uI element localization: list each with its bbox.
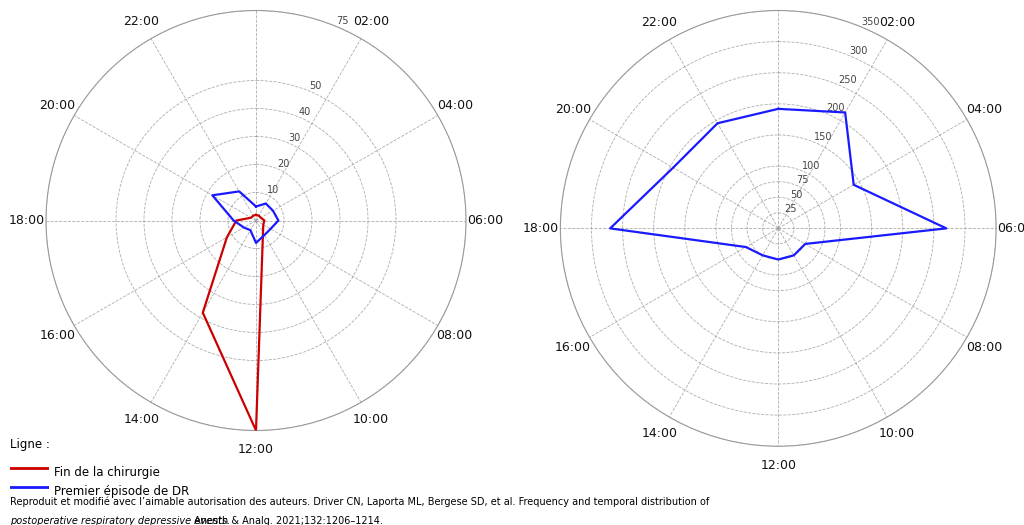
Text: Premier épisode de DR: Premier épisode de DR — [54, 485, 189, 498]
Text: Ligne :: Ligne : — [10, 438, 50, 452]
Text: Anesth & Analg. 2021;132:1206–1214.: Anesth & Analg. 2021;132:1206–1214. — [191, 516, 383, 525]
Text: Fin de la chirurgie: Fin de la chirurgie — [54, 466, 160, 479]
Text: Reproduit et modifié avec l’aimable autorisation des auteurs. Driver CN, Laporta: Reproduit et modifié avec l’aimable auto… — [10, 496, 710, 507]
Text: postoperative respiratory depressive events.: postoperative respiratory depressive eve… — [10, 516, 230, 525]
